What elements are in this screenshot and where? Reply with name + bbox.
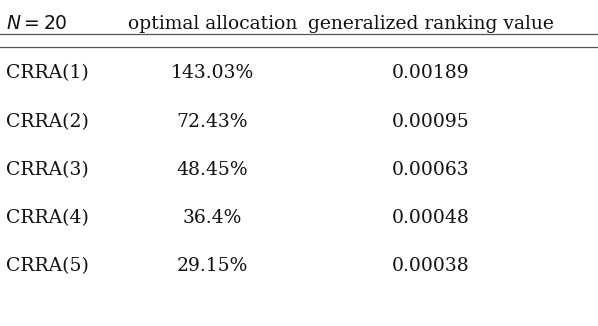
Text: 48.45%: 48.45%	[176, 161, 248, 179]
Text: 0.00048: 0.00048	[392, 209, 469, 227]
Text: 0.00189: 0.00189	[392, 64, 469, 82]
Text: optimal allocation: optimal allocation	[127, 15, 297, 33]
Text: 0.00095: 0.00095	[392, 112, 469, 131]
Text: 143.03%: 143.03%	[170, 64, 254, 82]
Text: generalized ranking value: generalized ranking value	[307, 15, 554, 33]
Text: CRRA(2): CRRA(2)	[6, 112, 89, 131]
Text: CRRA(5): CRRA(5)	[6, 257, 89, 275]
Text: 29.15%: 29.15%	[176, 257, 248, 275]
Text: CRRA(4): CRRA(4)	[6, 209, 89, 227]
Text: CRRA(1): CRRA(1)	[6, 64, 89, 82]
Text: CRRA(3): CRRA(3)	[6, 161, 89, 179]
Text: 72.43%: 72.43%	[176, 112, 248, 131]
Text: $N = 20$: $N = 20$	[6, 15, 68, 33]
Text: 36.4%: 36.4%	[182, 209, 242, 227]
Text: 0.00038: 0.00038	[392, 257, 469, 275]
Text: 0.00063: 0.00063	[392, 161, 469, 179]
